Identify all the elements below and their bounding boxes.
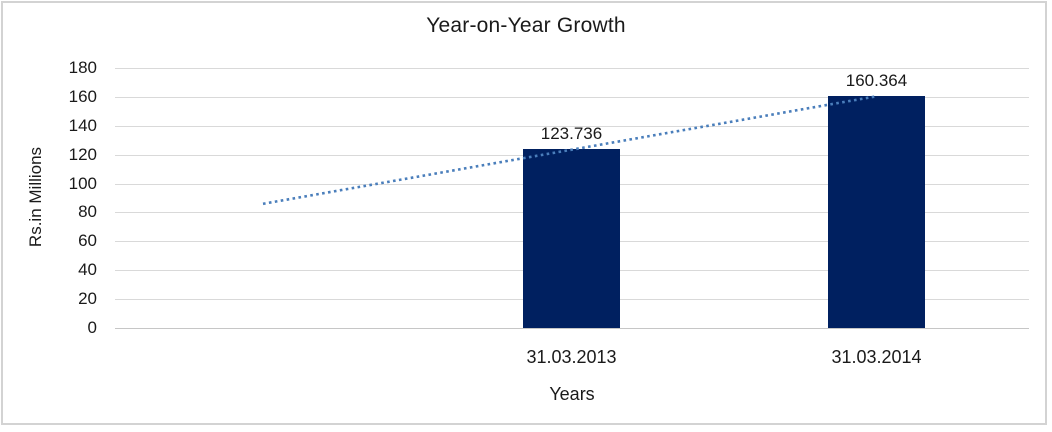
bar-value-label: 160.364 <box>845 71 908 90</box>
gridline-y-180 <box>115 68 1029 69</box>
y-axis-tick-label: 140 <box>68 116 97 135</box>
bar-31.03.2014 <box>828 96 925 328</box>
y-axis-tick-label: 80 <box>78 202 97 221</box>
y-axis-tick-label: 20 <box>78 289 97 308</box>
bar-value-label: 123.736 <box>540 124 603 143</box>
y-axis-tick-label: 0 <box>87 318 97 337</box>
y-axis-tick-label: 160 <box>68 87 97 106</box>
x-axis-category-label: 31.03.2013 <box>526 347 617 367</box>
y-axis-tick-label: 40 <box>78 260 97 279</box>
y-axis-tick-label: 100 <box>68 174 97 193</box>
chart-title: Year-on-Year Growth <box>426 14 626 37</box>
bar-31.03.2013 <box>523 149 620 328</box>
y-axis-tick-label: 120 <box>68 145 97 164</box>
gridline-y-0 <box>115 328 1029 329</box>
y-axis-tick-label: 180 <box>68 58 97 77</box>
x-axis-category-label: 31.03.2014 <box>831 347 922 367</box>
x-axis-title: Years <box>549 384 595 404</box>
y-axis-tick-label: 60 <box>78 231 97 250</box>
